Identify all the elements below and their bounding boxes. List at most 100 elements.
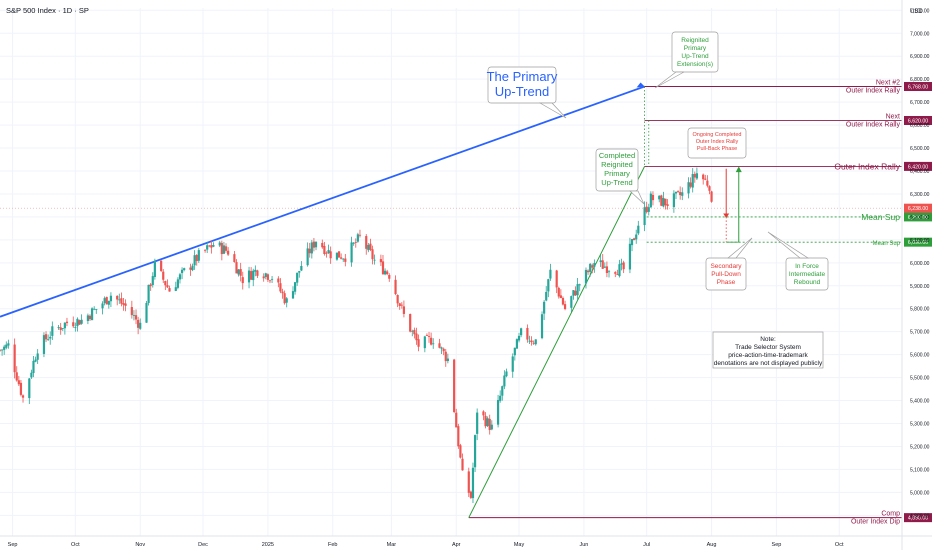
candle-body [116, 295, 119, 300]
candle-body [400, 304, 403, 306]
candle [3, 344, 6, 355]
candle [423, 335, 426, 353]
candle [210, 240, 213, 254]
candle [674, 191, 678, 199]
candle-body [672, 193, 675, 208]
candle-body [76, 318, 79, 327]
candle [277, 276, 280, 288]
candle [174, 281, 177, 292]
candle [394, 275, 397, 296]
note-box [712, 331, 824, 369]
candle-body [490, 424, 493, 430]
candle-body [78, 320, 81, 325]
candle-body [254, 269, 257, 272]
level-sub: Outer Index Rally [846, 121, 901, 128]
pullback-label: Outer Index Rally [696, 139, 739, 145]
candle-body [543, 301, 546, 314]
candle-body [695, 173, 699, 179]
candle [134, 309, 138, 325]
secondary-label: Phase [717, 279, 736, 286]
y-tick-label: 6,900.00 [910, 54, 930, 60]
candle [197, 247, 200, 263]
y-tick-label: 6,700.00 [910, 100, 930, 106]
candle-body [570, 296, 573, 308]
level-name: Next [886, 113, 900, 120]
candle-body [203, 249, 207, 251]
candle [15, 366, 18, 382]
candle [440, 346, 443, 354]
annotations: The PrimaryUp-TrendReignitedPrimaryUp-Tr… [487, 31, 829, 369]
pullback-arrowhead [723, 213, 730, 219]
candle-body [413, 329, 416, 335]
candle-body [515, 339, 519, 349]
candle-body [637, 225, 640, 234]
candle [584, 267, 588, 289]
candle-body [440, 347, 443, 349]
x-tick-label: Aug [707, 542, 717, 548]
candle [247, 266, 251, 289]
x-tick-label: Oct [835, 542, 844, 548]
candle [381, 255, 385, 275]
y-tick-label: 5,500.00 [910, 376, 930, 382]
candle [0, 349, 4, 356]
candle [643, 201, 646, 232]
candle [218, 240, 221, 248]
candle [147, 284, 150, 306]
candle-body [306, 248, 309, 266]
extension-label: Primary [684, 45, 707, 52]
candle [151, 272, 154, 288]
level-price-tag-text: 6,420.00 [908, 164, 928, 170]
candle [561, 296, 565, 306]
candle [486, 416, 489, 428]
candle-body [166, 285, 169, 288]
candle [645, 201, 648, 214]
candle-body [586, 270, 590, 273]
candle-body [442, 348, 445, 352]
y-tick-label: 5,800.00 [910, 307, 930, 313]
candle [365, 234, 368, 255]
candle [467, 467, 470, 497]
candle-body [499, 395, 502, 401]
candle-body [664, 198, 667, 206]
candle [78, 319, 81, 325]
candle [250, 267, 253, 281]
candle-body [300, 266, 303, 271]
candle [264, 272, 267, 280]
y-tick-label: 5,300.00 [910, 422, 930, 428]
candle-body [398, 303, 401, 306]
y-tick-label: 4,900.00 [910, 513, 930, 519]
candle-body [373, 259, 376, 261]
candle [702, 173, 705, 185]
candle-body [124, 303, 127, 306]
candle [256, 269, 259, 278]
candle-body [93, 308, 96, 310]
candle [591, 263, 594, 274]
candle [95, 308, 98, 314]
candle-body [63, 322, 66, 329]
candle-body [137, 319, 140, 328]
y-tick-label: 6,100.00 [910, 238, 930, 244]
candle [704, 174, 707, 181]
candle [438, 338, 441, 349]
level-price-tag [904, 513, 932, 523]
candle [308, 242, 311, 258]
candle-body [220, 242, 223, 255]
candle-body [628, 243, 632, 270]
candle [227, 247, 230, 256]
candle [373, 254, 376, 265]
candle [637, 220, 640, 236]
candle-body [402, 306, 406, 314]
candle-body [358, 234, 362, 236]
candle-body [266, 274, 269, 280]
candle-body [250, 271, 253, 280]
extension-callout-pointer [654, 71, 685, 89]
candle [162, 269, 165, 284]
candle [402, 300, 406, 318]
candle [325, 251, 328, 258]
candle-body [471, 467, 475, 499]
candle-body [281, 291, 284, 294]
candle-body [367, 245, 370, 251]
level-name: Mean Sup [861, 212, 900, 222]
candle [350, 236, 353, 267]
